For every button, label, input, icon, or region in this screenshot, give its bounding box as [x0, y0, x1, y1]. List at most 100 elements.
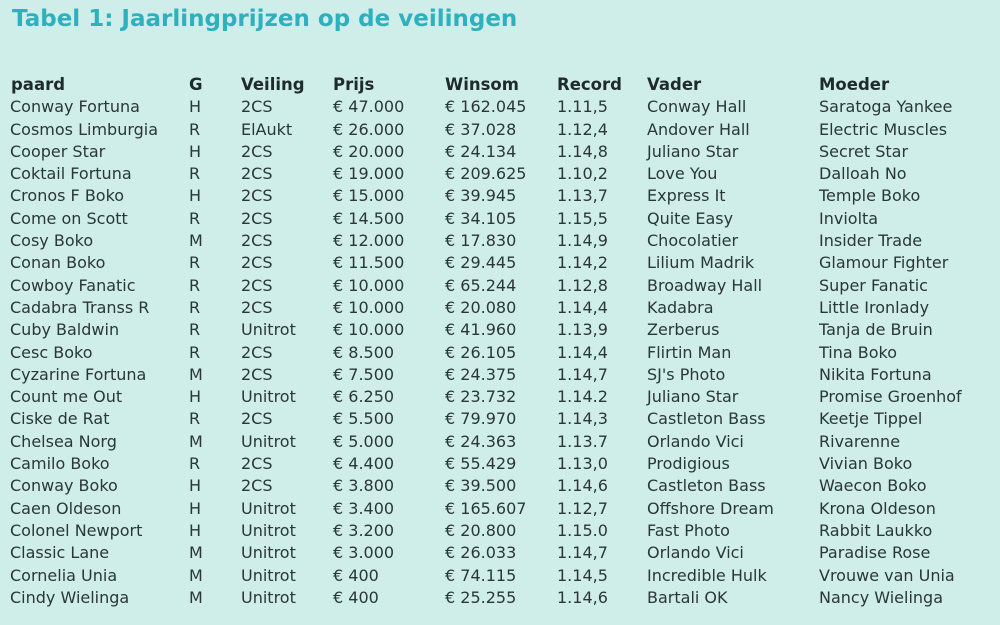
cell-horse: Colonel Newport — [10, 520, 143, 540]
cell-price: € 400 — [333, 565, 379, 585]
column-header-auction: Veiling — [241, 75, 305, 94]
cell-horse: Cindy Wielinga — [10, 587, 130, 607]
cell-record: 1.14,4 — [557, 297, 608, 317]
cell-winnings: € 23.732 — [445, 387, 517, 407]
cell-auction: 2CS — [241, 186, 273, 206]
cell-horse: Ciske de Rat — [10, 409, 110, 429]
cell-auction: 2CS — [241, 297, 273, 317]
cell-gender: M — [189, 587, 203, 607]
cell-gender: H — [189, 97, 202, 117]
cell-auction: 2CS — [241, 141, 273, 161]
cell-auction: 2CS — [241, 364, 273, 384]
cell-sire: Conway Hall — [647, 97, 747, 117]
cell-price: € 5.500 — [333, 409, 395, 429]
cell-sire: Orlando Vici — [647, 431, 744, 451]
cell-dam: Rabbit Laukko — [819, 520, 933, 540]
cell-horse: Classic Lane — [10, 543, 110, 563]
cell-record: 1.14,7 — [557, 364, 608, 384]
column-header-dam: Moeder — [819, 75, 890, 94]
cell-sire: Zerberus — [647, 320, 720, 340]
cell-dam: Krona Oldeson — [819, 498, 936, 518]
cell-sire: Fast Photo — [647, 520, 730, 540]
cell-price: € 3.200 — [333, 520, 395, 540]
cell-record: 1.14,9 — [557, 231, 608, 251]
cell-price: € 4.400 — [333, 454, 395, 474]
table-row: Ciske de Rat R 2CS € 5.500 € 79.970 1.14,3 Cas… — [10, 408, 999, 430]
cell-auction: 2CS — [241, 409, 273, 429]
cell-winnings: € 79.970 — [445, 409, 517, 429]
cell-winnings: € 20.800 — [445, 520, 517, 540]
cell-sire: Juliano Star — [647, 387, 739, 407]
table-row: Cadabra Transs R R 2CS € 10.000 € 20.080 1.14… — [10, 297, 999, 319]
cell-dam: Rivarenne — [819, 431, 901, 451]
table-row: Cooper Star H 2CS € 20.000 € 24.134 1.14,8 Jul… — [10, 141, 999, 163]
table-row: Cindy Wielinga M Unitrot € 400 € 25.255 1.14,… — [10, 587, 999, 609]
cell-dam: Inviolta — [819, 208, 879, 228]
cell-auction: Unitrot — [241, 320, 296, 340]
column-header-record: Record — [557, 75, 622, 94]
cell-horse: Cyzarine Fortuna — [10, 364, 147, 384]
table-row: Cronos F Boko H 2CS € 15.000 € 39.945 1.13,7 E… — [10, 185, 999, 207]
cell-price: € 15.000 — [333, 186, 405, 206]
cell-record: 1.14,6 — [557, 476, 608, 496]
cell-horse: Caen Oldeson — [10, 498, 122, 518]
cell-winnings: € 209.625 — [445, 164, 527, 184]
cell-horse: Count me Out — [10, 387, 123, 407]
cell-sire: Bartali OK — [647, 587, 728, 607]
cell-auction: 2CS — [241, 164, 273, 184]
cell-auction: Unitrot — [241, 587, 296, 607]
cell-sire: Broadway Hall — [647, 275, 763, 295]
cell-sire: Quite Easy — [647, 208, 734, 228]
cell-price: € 400 — [333, 587, 379, 607]
cell-dam: Saratoga Yankee — [819, 97, 953, 117]
cell-winnings: € 24.134 — [445, 141, 517, 161]
table-row: Cyzarine Fortuna M 2CS € 7.500 € 24.375 1.14,… — [10, 364, 999, 386]
cell-gender: R — [189, 275, 201, 295]
cell-horse: Cuby Baldwin — [10, 320, 120, 340]
cell-price: € 3.400 — [333, 498, 395, 518]
cell-price: € 19.000 — [333, 164, 405, 184]
cell-winnings: € 26.033 — [445, 543, 517, 563]
column-header-horse: paard — [11, 75, 66, 94]
cell-auction: 2CS — [241, 342, 273, 362]
cell-record: 1.11,5 — [557, 97, 608, 117]
table-row: Cowboy Fanatic R 2CS € 10.000 € 65.244 1.12,8… — [10, 275, 999, 297]
cell-sire: Offshore Dream — [647, 498, 774, 518]
cell-winnings: € 29.445 — [445, 253, 517, 273]
cell-gender: R — [189, 342, 201, 362]
cell-gender: R — [189, 253, 201, 273]
table-body: Conway Fortuna H 2CS € 47.000 € 162.045 1.11,… — [10, 96, 999, 609]
cell-gender: H — [189, 520, 202, 540]
cell-record: 1.14,7 — [557, 543, 608, 563]
cell-gender: M — [189, 231, 203, 251]
cell-winnings: € 165.607 — [445, 498, 527, 518]
cell-price: € 14.500 — [333, 208, 405, 228]
cell-dam: Keetje Tippel — [819, 409, 923, 429]
cell-horse: Cadabra Transs R — [10, 297, 150, 317]
cell-horse: Camilo Boko — [10, 454, 110, 474]
cell-sire: Love You — [647, 164, 718, 184]
cell-auction: 2CS — [241, 275, 273, 295]
cell-winnings: € 37.028 — [445, 119, 517, 139]
cell-gender: M — [189, 543, 203, 563]
cell-winnings: € 25.255 — [445, 587, 517, 607]
cell-dam: Super Fanatic — [819, 275, 928, 295]
cell-winnings: € 34.105 — [445, 208, 517, 228]
cell-dam: Vrouwe van Unia — [819, 565, 955, 585]
cell-dam: Tina Boko — [819, 342, 898, 362]
cell-sire: Castleton Bass — [647, 476, 766, 496]
cell-gender: R — [189, 297, 201, 317]
cell-dam: Waecon Boko — [819, 476, 927, 496]
cell-gender: R — [189, 320, 201, 340]
cell-sire: Incredible Hulk — [647, 565, 767, 585]
table-row: Come on Scott R 2CS € 14.500 € 34.105 1.15,5 Q… — [10, 208, 999, 230]
table-header-row: paard G Veiling Prijs Winsom Record Vader Moede… — [10, 74, 999, 96]
cell-dam: Nancy Wielinga — [819, 587, 944, 607]
cell-record: 1.14,8 — [557, 141, 608, 161]
cell-auction: Unitrot — [241, 543, 296, 563]
cell-record: 1.12,7 — [557, 498, 608, 518]
cell-gender: R — [189, 164, 201, 184]
table-row: Coktail Fortuna R 2CS € 19.000 € 209.625 1.10… — [10, 163, 999, 185]
cell-price: € 10.000 — [333, 275, 405, 295]
cell-record: 1.14,3 — [557, 409, 608, 429]
